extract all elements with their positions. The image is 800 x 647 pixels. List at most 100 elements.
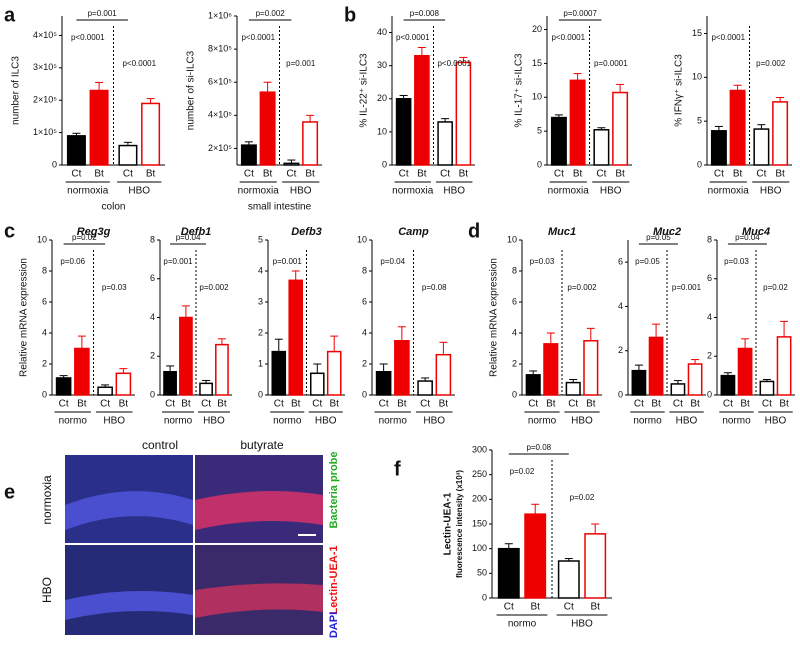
x-tick-label: Bt <box>119 399 129 410</box>
y-tick-label: 8 <box>150 234 155 244</box>
x-tick-label: Bt <box>651 399 661 410</box>
bar <box>631 369 647 396</box>
bar <box>199 382 213 396</box>
column-label: control <box>142 438 178 452</box>
micrograph <box>65 545 193 635</box>
p-value: p<0.0001 <box>71 33 105 42</box>
p-value: p=0.002 <box>567 283 597 292</box>
bar <box>612 91 629 166</box>
y-axis-label: number of ILC3 <box>11 56 22 125</box>
y-tick-label: 6 <box>42 296 47 306</box>
tissue <box>195 491 323 530</box>
bar <box>753 128 770 166</box>
y-tick-label: 4×10⁵ <box>33 30 57 40</box>
y-tick-label: 6 <box>512 296 517 306</box>
x-tick-label: Bt <box>459 169 469 180</box>
y-tick-label: 2 <box>707 351 712 361</box>
y-tick-label: 8 <box>42 265 47 275</box>
x-tick-label: Ct <box>596 169 606 180</box>
p-value: p=0.06 <box>60 257 85 266</box>
x-tick-label: Ct <box>123 169 133 180</box>
group-label: normo <box>164 416 193 427</box>
p-value: p=0.02 <box>510 467 535 476</box>
bar <box>525 374 541 396</box>
y-tick-label: 10 <box>357 234 367 244</box>
bar <box>569 79 586 166</box>
y-tick-label: 40 <box>377 27 387 37</box>
y-tick-label: 6×10⁵ <box>208 77 232 87</box>
group-label: normoxia <box>238 186 280 197</box>
y-tick-label: 6 <box>618 257 623 267</box>
bar <box>776 336 792 396</box>
chart-title: Defb1 <box>181 226 212 238</box>
bar <box>435 353 452 396</box>
y-tick-label: 200 <box>472 494 487 504</box>
bar <box>97 386 113 396</box>
bar <box>89 89 109 166</box>
y-tick-label: 1×10⁵ <box>33 127 57 137</box>
y-tick-label: 6 <box>707 273 712 283</box>
image-panel <box>65 455 323 635</box>
y-tick-label: 10 <box>532 92 542 102</box>
bar <box>557 560 580 599</box>
y-tick-label: 20 <box>532 24 542 34</box>
bar <box>141 102 161 166</box>
chart-title: Camp <box>398 226 429 238</box>
chart-title: Reg3g <box>77 226 111 238</box>
p-value: p=0.002 <box>756 59 786 68</box>
y-tick-label: 0 <box>482 592 487 602</box>
bar <box>759 380 775 396</box>
chart: 0 2 4 6 8 10 Ct Bt Ct Bt normo HBO Camp p=0.04 p=0.08 <box>357 226 455 427</box>
bar <box>565 381 581 396</box>
chart: 0 2 4 6 8 10 Ct Bt Ct Bt normo HBO Reg3g Relative mRN… <box>19 226 135 427</box>
x-tick-label: Bt <box>305 169 315 180</box>
p-value: p=0.0007 <box>563 9 597 18</box>
stain-label: Lectin-UEA-1 <box>328 545 340 614</box>
p-value: p=0.03 <box>530 257 555 266</box>
y-tick-label: 4 <box>707 312 712 322</box>
bar <box>497 547 520 599</box>
bar <box>417 380 433 396</box>
x-tick-label: Ct <box>399 169 409 180</box>
stain-label: Bacteria probe <box>328 451 340 528</box>
x-tick-label: Ct <box>71 169 81 180</box>
bar <box>720 374 736 396</box>
y-tick-label: 5 <box>697 116 702 126</box>
x-tick-label: Bt <box>775 169 785 180</box>
bar <box>593 129 610 166</box>
p-value: p=0.002 <box>256 9 286 18</box>
panel-letter: c <box>4 220 15 242</box>
row-label: normoxia <box>40 475 54 525</box>
group-label: HBO <box>423 416 445 427</box>
group-label: normo <box>59 416 88 427</box>
p-value: p<0.0001 <box>437 59 471 68</box>
y-tick-label: 250 <box>472 469 487 479</box>
bar <box>375 371 392 396</box>
p-value: p<0.0001 <box>396 33 430 42</box>
x-axis-label: small intestine <box>248 202 312 213</box>
chart-title: Muc4 <box>742 226 770 238</box>
x-tick-label: Ct <box>379 399 389 410</box>
y-tick-label: 300 <box>472 444 487 454</box>
bar <box>309 372 325 396</box>
y-tick-label: 2×10⁵ <box>33 95 57 105</box>
bar <box>55 377 72 396</box>
y-axis-label: % IL-22⁺ si-ILC3 <box>359 53 370 128</box>
bar <box>543 343 559 396</box>
bar <box>648 336 664 396</box>
y-tick-label: 4 <box>42 327 47 337</box>
group-label: HBO <box>203 416 225 427</box>
x-tick-label: Ct <box>440 169 450 180</box>
y-tick-label: 0 <box>362 389 367 399</box>
y-tick-label: 2 <box>150 351 155 361</box>
bar <box>455 61 472 166</box>
panel-letter: d <box>468 220 480 242</box>
y-tick-label: 5 <box>258 234 263 244</box>
y-tick-label: 4 <box>618 301 623 311</box>
bar <box>259 91 276 166</box>
x-tick-label: Ct <box>244 169 254 180</box>
y-tick-label: 4×10⁵ <box>208 110 232 120</box>
chart-title: Defb3 <box>291 226 322 238</box>
chart: 0 50 100 150 200 250 300 Ct Bt Ct Bt normo HBO Lectin… <box>443 443 612 630</box>
p-value: p=0.001 <box>88 9 118 18</box>
